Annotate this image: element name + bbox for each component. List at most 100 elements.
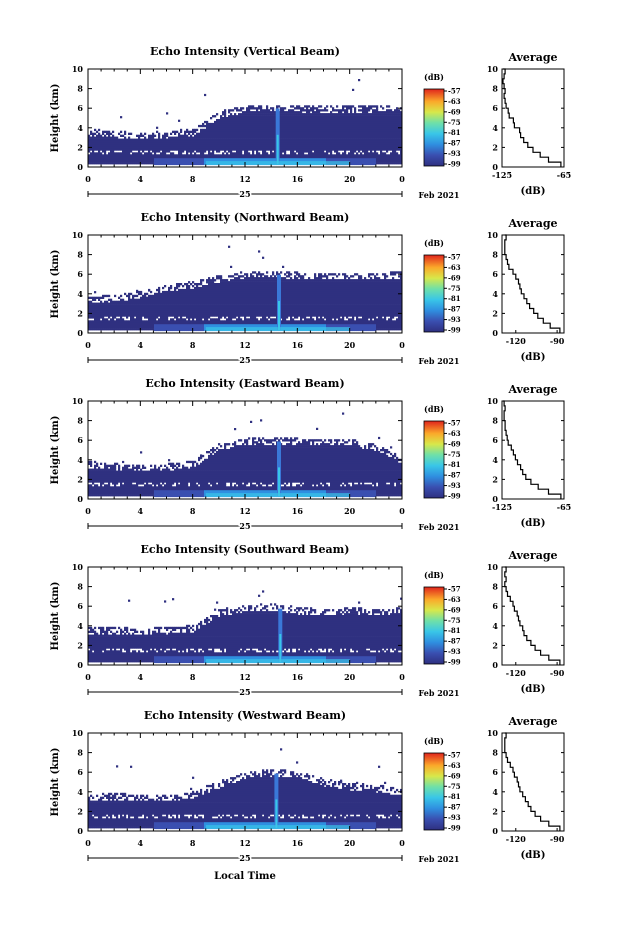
echo-cell xyxy=(170,322,173,325)
echo-cell xyxy=(156,154,159,157)
echo-cell xyxy=(316,154,319,157)
echo-cell xyxy=(128,152,131,155)
echo-cell xyxy=(164,320,167,323)
echo-cell xyxy=(354,158,357,166)
echo-cell xyxy=(204,134,207,137)
echo-cell xyxy=(160,324,163,332)
echo-cell xyxy=(376,146,379,149)
echo-cell xyxy=(224,128,227,132)
echo-cell xyxy=(280,119,283,122)
echo-cell xyxy=(90,132,93,135)
echo-cell xyxy=(358,156,361,159)
echo-cell xyxy=(368,142,371,145)
echo-cell xyxy=(134,300,137,303)
echo-cell xyxy=(294,136,297,139)
echo-cell xyxy=(144,156,147,159)
echo-cell xyxy=(138,310,141,313)
echo-cell xyxy=(306,120,309,124)
echo-cell xyxy=(268,142,271,145)
echo-cell xyxy=(390,130,393,133)
echo-cell xyxy=(158,312,161,315)
echo-cell xyxy=(340,113,343,116)
echo-cell xyxy=(118,310,121,313)
echo-cell xyxy=(360,156,363,159)
echo-cell xyxy=(196,304,199,307)
echo-cell xyxy=(254,124,257,128)
echo-cell xyxy=(114,328,117,331)
echo-cell xyxy=(206,290,209,294)
echo-cell xyxy=(314,138,317,141)
echo-cell xyxy=(142,300,145,303)
echo-cell xyxy=(318,120,321,124)
echo-cell xyxy=(346,136,349,139)
echo-cell xyxy=(184,132,187,135)
echo-cell xyxy=(98,312,101,315)
echo-cell xyxy=(180,310,183,313)
echo-cell xyxy=(240,136,243,139)
echo-cell xyxy=(298,122,301,126)
echo-cell xyxy=(204,314,207,317)
echo-cell xyxy=(154,320,157,323)
echo-cell xyxy=(240,142,243,145)
echo-cell xyxy=(400,152,403,155)
echo-cell xyxy=(254,111,257,114)
echo-cell xyxy=(208,130,211,133)
echo-cell xyxy=(286,124,289,128)
echo-cell xyxy=(306,113,309,116)
echo-cell xyxy=(346,140,349,143)
echo-cell xyxy=(354,119,357,122)
echo-cell xyxy=(90,142,93,145)
echo-cell xyxy=(312,140,315,143)
echo-cell xyxy=(290,124,293,128)
echo-cell xyxy=(260,126,263,130)
echo-cell xyxy=(198,140,201,143)
echo-cell xyxy=(124,132,127,135)
echo-cell xyxy=(138,322,141,325)
echo-cell xyxy=(388,132,391,135)
echo-cell xyxy=(142,154,145,157)
echo-cell xyxy=(104,148,107,151)
echo-cell xyxy=(248,128,251,132)
echo-cell xyxy=(294,138,297,141)
echo-cell xyxy=(250,132,253,135)
echo-cell xyxy=(300,120,303,124)
echo-cell xyxy=(128,132,131,135)
echo-cell xyxy=(340,111,343,114)
echo-cell xyxy=(118,314,121,317)
echo-cell xyxy=(144,312,147,315)
echo-cell xyxy=(274,142,277,145)
echo-cell xyxy=(154,296,157,299)
echo-cell xyxy=(178,285,181,288)
echo-cell xyxy=(340,128,343,132)
echo-cell xyxy=(340,109,343,112)
echo-cell xyxy=(310,150,313,153)
echo-cell xyxy=(134,144,137,147)
echo-cell xyxy=(336,156,339,159)
echo-cell xyxy=(204,324,207,332)
echo-cell xyxy=(378,160,381,163)
echo-cell xyxy=(394,156,397,159)
echo-cell xyxy=(114,162,117,165)
echo-cell xyxy=(352,158,355,166)
echo-cell xyxy=(166,146,169,149)
echo-cell xyxy=(144,298,147,301)
echo-cell xyxy=(198,306,201,309)
echo-cell xyxy=(350,126,353,130)
echo-cell xyxy=(372,154,375,157)
echo-cell xyxy=(166,300,169,303)
echo-cell xyxy=(126,300,129,303)
echo-cell xyxy=(352,144,355,147)
echo-cell xyxy=(210,146,213,149)
x-tick-label: 0 xyxy=(85,174,91,184)
echo-cell xyxy=(376,148,379,151)
echo-cell xyxy=(110,320,113,323)
echo-cell xyxy=(274,140,277,143)
echo-cell xyxy=(292,152,295,155)
echo-cell xyxy=(152,328,155,331)
echo-cell xyxy=(290,142,293,145)
echo-cell xyxy=(290,134,293,137)
echo-cell xyxy=(358,113,361,116)
echo-cell xyxy=(394,124,397,128)
echo-cell xyxy=(114,160,117,163)
echo-cell xyxy=(350,144,353,147)
